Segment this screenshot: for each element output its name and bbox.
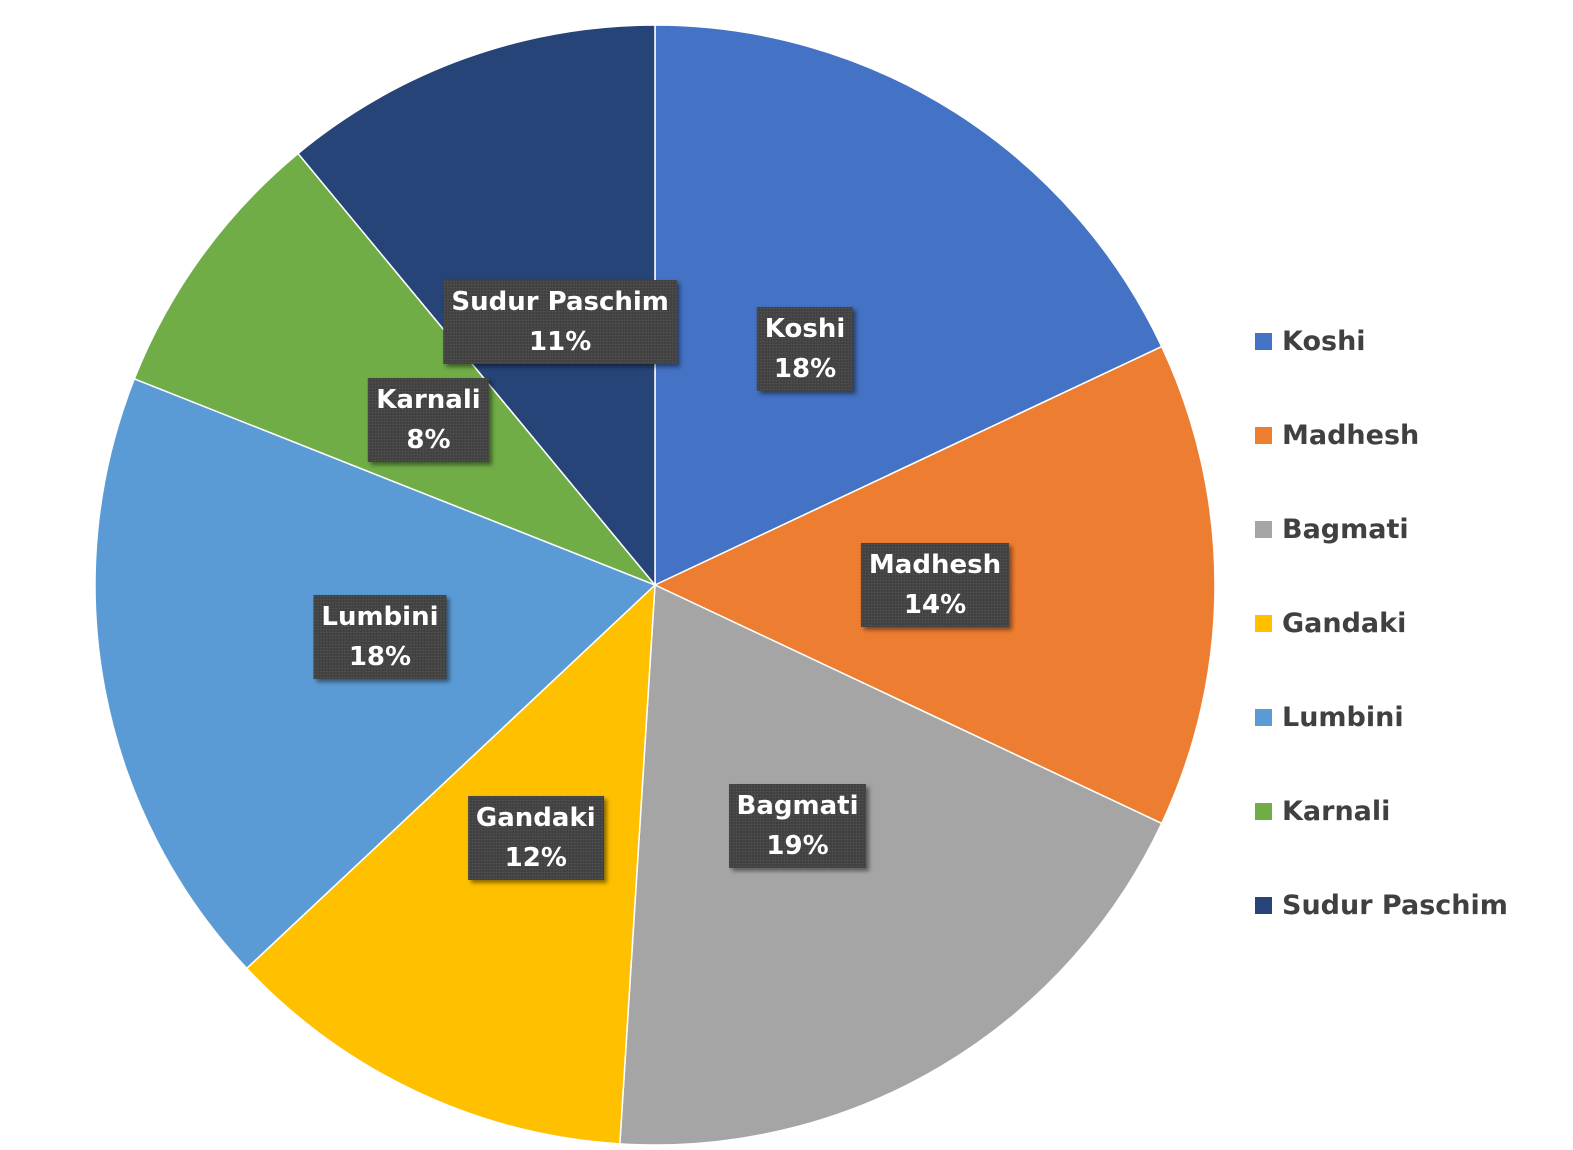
pie-slice-gandaki bbox=[245, 583, 656, 1145]
pie-slice-koshi bbox=[654, 24, 1163, 587]
pie-slice-bagmati bbox=[619, 583, 1163, 1146]
legend-label: Sudur Paschim bbox=[1282, 889, 1508, 921]
data-label-percent: 19% bbox=[766, 831, 829, 861]
data-label-category: Koshi bbox=[764, 313, 846, 344]
legend-item: Lumbini bbox=[1255, 670, 1508, 764]
data-label: Gandaki 12% bbox=[467, 796, 604, 881]
legend-item: Gandaki bbox=[1255, 576, 1508, 670]
legend-label: Karnali bbox=[1282, 795, 1391, 827]
legend-swatch bbox=[1255, 802, 1272, 820]
data-label: Koshi 18% bbox=[756, 306, 854, 391]
legend-swatch bbox=[1255, 614, 1272, 632]
legend-item: Madhesh bbox=[1255, 388, 1508, 482]
legend-item: Karnali bbox=[1255, 764, 1508, 858]
data-label: Sudur Paschim 11% bbox=[443, 279, 677, 364]
legend-swatch bbox=[1255, 708, 1272, 726]
legend-label: Bagmati bbox=[1282, 513, 1409, 545]
legend-item: Bagmati bbox=[1255, 482, 1508, 576]
legend-item: Koshi bbox=[1255, 294, 1508, 388]
data-label-category: Karnali bbox=[376, 385, 481, 416]
data-label-percent: 14% bbox=[903, 590, 967, 620]
data-label-percent: 11% bbox=[529, 326, 592, 357]
data-label-category: Bagmati bbox=[736, 791, 859, 821]
legend-label: Lumbini bbox=[1282, 701, 1404, 733]
data-label-percent: 8% bbox=[406, 425, 451, 456]
legend: Koshi Madhesh Bagmati Gandaki Lumbini Karnali… bbox=[1255, 320, 1508, 952]
data-label-category: Gandaki bbox=[475, 803, 596, 834]
legend-label: Madhesh bbox=[1282, 419, 1420, 451]
pie-slice-karnali bbox=[133, 152, 656, 586]
data-label-category: Lumbini bbox=[321, 602, 439, 633]
legend-swatch bbox=[1255, 520, 1272, 538]
data-label-category: Sudur Paschim bbox=[451, 286, 669, 317]
data-label: Madhesh 14% bbox=[860, 543, 1010, 627]
legend-swatch bbox=[1255, 426, 1272, 444]
data-label-percent: 12% bbox=[504, 843, 567, 874]
data-label-percent: 18% bbox=[773, 353, 837, 384]
data-label-category: Madhesh bbox=[868, 550, 1002, 580]
legend-label: Gandaki bbox=[1282, 607, 1407, 639]
legend-swatch bbox=[1255, 896, 1272, 914]
data-label-percent: 18% bbox=[348, 642, 412, 673]
legend-swatch bbox=[1255, 332, 1272, 350]
data-label: Karnali 8% bbox=[368, 378, 489, 463]
legend-item: Sudur Paschim bbox=[1255, 858, 1508, 952]
data-label: Bagmati 19% bbox=[728, 784, 867, 868]
legend-label: Koshi bbox=[1282, 325, 1366, 357]
data-label: Lumbini 18% bbox=[313, 595, 447, 680]
